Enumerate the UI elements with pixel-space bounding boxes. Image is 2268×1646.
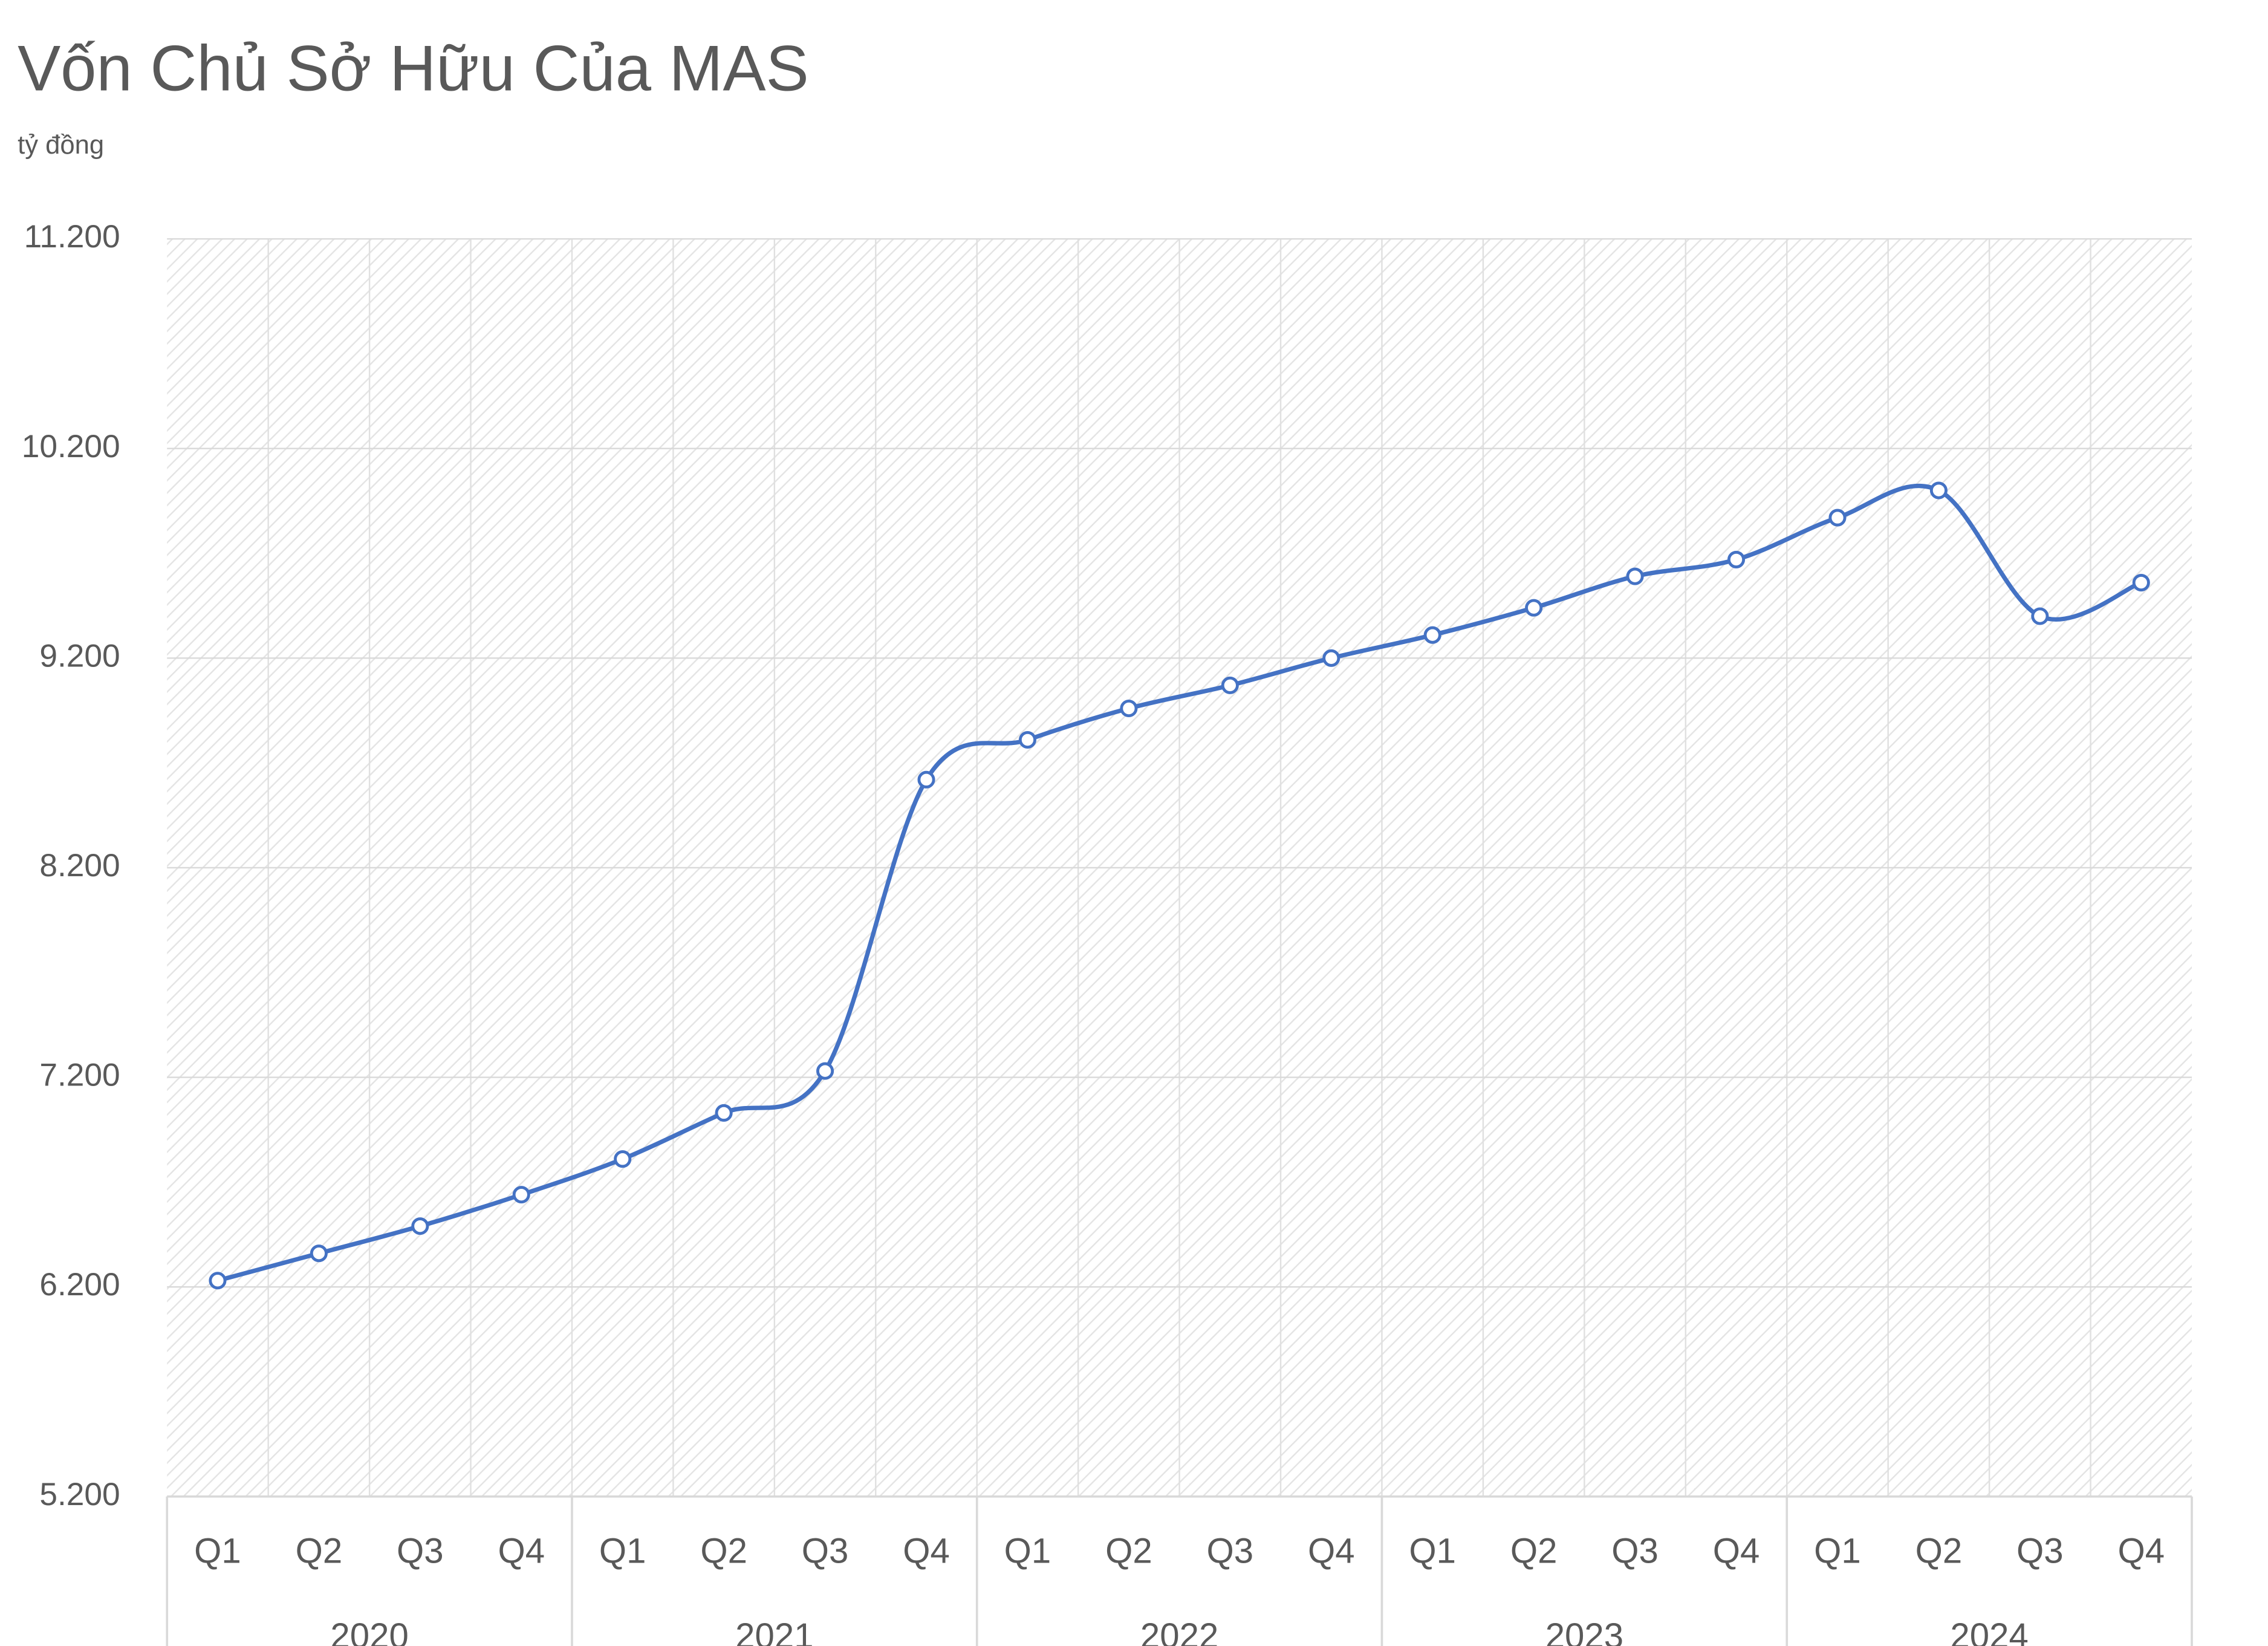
x-tick-label: Q2 [296,1532,343,1571]
x-tick-label: Q3 [1207,1532,1254,1571]
x-tick-label: Q4 [1308,1532,1355,1571]
y-tick-label: 10.200 [22,429,120,464]
data-point [1221,676,1239,694]
x-tick-label: Q1 [599,1532,646,1571]
data-point [816,1062,834,1080]
data-point [512,1186,530,1204]
data-point [1018,730,1036,749]
data-point [2031,607,2049,625]
x-group-label: 2024 [1950,1616,2028,1646]
data-point [1525,599,1543,617]
data-point [1727,550,1746,568]
data-point [1120,699,1138,718]
x-tick-label: Q3 [397,1532,444,1571]
x-tick-label: Q4 [903,1532,950,1571]
y-tick-label: 5.200 [39,1477,120,1512]
x-tick-label: Q1 [1004,1532,1051,1571]
data-point [614,1150,632,1168]
x-tick-label: Q2 [700,1532,747,1571]
x-tick-label: Q3 [1611,1532,1659,1571]
data-point [310,1244,328,1263]
x-group-label: 2023 [1545,1616,1623,1646]
x-group-label: 2022 [1140,1616,1218,1646]
data-point [209,1272,227,1290]
data-point [2132,573,2150,592]
x-tick-label: Q2 [1510,1532,1558,1571]
data-point [1929,481,1948,499]
data-point [1828,509,1847,527]
data-point [1423,626,1441,644]
data-point [917,770,935,789]
x-tick-label: Q2 [1105,1532,1152,1571]
chart-subtitle: tỷ đồng [18,131,104,160]
x-tick-label: Q1 [194,1532,241,1571]
x-tick-label: Q4 [1713,1532,1760,1571]
x-group-label: 2021 [735,1616,813,1646]
y-tick-label: 11.200 [24,219,120,255]
y-tick-label: 6.200 [39,1267,120,1303]
y-tick-label: 7.200 [39,1058,120,1093]
x-tick-label: Q2 [1915,1532,1963,1571]
chart-title: Vốn Chủ Sở Hữu Của MAS [18,31,809,104]
x-tick-label: Q4 [498,1532,545,1571]
data-point [411,1217,429,1235]
data-point [1626,567,1644,585]
data-point [715,1104,733,1122]
x-tick-label: Q3 [2016,1532,2064,1571]
x-tick-label: Q3 [802,1532,849,1571]
y-tick-label: 8.200 [39,848,120,883]
x-tick-label: Q4 [2117,1532,2165,1571]
data-point [1322,649,1340,667]
x-tick-label: Q1 [1814,1532,1861,1571]
y-tick-label: 9.200 [39,638,120,674]
x-group-label: 2020 [330,1616,408,1646]
x-tick-label: Q1 [1409,1532,1456,1571]
